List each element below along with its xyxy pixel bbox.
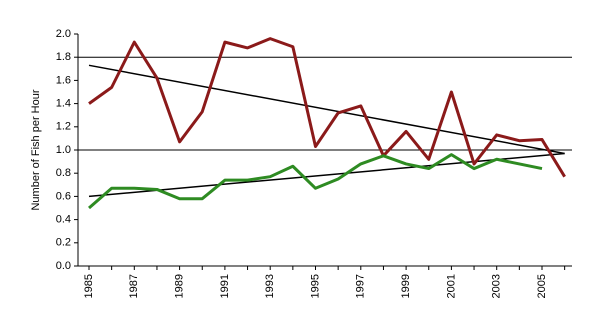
- x-tick-label: 1999: [400, 274, 412, 298]
- x-tick-label: 1993: [264, 274, 276, 298]
- x-tick-label: 1987: [128, 274, 140, 298]
- y-tick-label: 1.2: [56, 121, 71, 133]
- y-axis-title: Number of Fish per Hour: [30, 89, 42, 210]
- x-tick-label: 1989: [174, 274, 186, 298]
- series-line: [88, 153, 543, 210]
- y-tick-label: 0.0: [56, 260, 71, 272]
- x-tick-label: 2001: [445, 274, 457, 298]
- x-tick-label: 1991: [219, 274, 231, 298]
- x-tick-label: 2005: [536, 274, 548, 298]
- y-tick-label: 0.2: [56, 237, 71, 249]
- trend-line: [88, 64, 565, 155]
- series-line: [88, 37, 566, 178]
- y-tick-label: 1.8: [56, 51, 71, 63]
- y-tick-label: 1.0: [56, 144, 71, 156]
- x-tick-label: 2003: [491, 274, 503, 298]
- y-tick-label: 0.4: [56, 214, 71, 226]
- y-tick-label: 1.6: [56, 74, 71, 86]
- y-tick-label: 2.0: [56, 28, 71, 40]
- trend-line: [88, 152, 565, 198]
- x-tick-label: 1995: [309, 274, 321, 298]
- y-tick-label: 1.4: [56, 98, 71, 110]
- x-tick-label: 1997: [355, 274, 367, 298]
- x-tick-label: 1985: [83, 274, 95, 298]
- y-tick-label: 0.8: [56, 167, 71, 179]
- y-tick-label: 0.6: [56, 190, 71, 202]
